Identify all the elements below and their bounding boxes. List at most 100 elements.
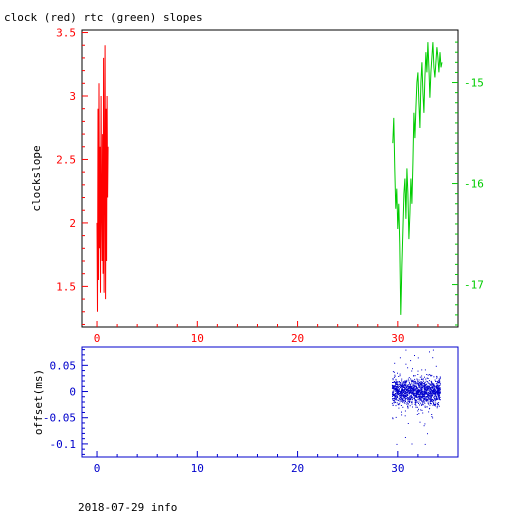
offset-point	[429, 400, 431, 402]
offset-point	[419, 397, 421, 399]
offset-point	[400, 394, 402, 396]
offset-point	[404, 437, 406, 438]
offset-point	[392, 393, 394, 394]
offset-point	[411, 383, 413, 385]
offset-point	[397, 392, 399, 394]
offset-point	[417, 398, 419, 400]
offset-point	[431, 398, 433, 400]
offset-point	[433, 376, 435, 378]
offset-plot-x-tick-label: 0	[94, 462, 101, 475]
offset-point	[437, 402, 439, 404]
offset-point	[437, 389, 439, 391]
offset-point	[401, 395, 403, 397]
offset-point	[393, 376, 395, 378]
offset-point	[402, 391, 404, 393]
offset-point	[424, 383, 426, 384]
offset-point	[435, 391, 437, 392]
offset-point	[426, 392, 428, 394]
offset-point	[417, 370, 419, 372]
offset-point	[421, 377, 423, 379]
offset-point	[392, 385, 394, 387]
offset-point	[401, 389, 403, 391]
offset-point	[421, 385, 423, 387]
offset-point	[405, 397, 407, 399]
offset-point	[414, 402, 416, 404]
offset-point	[393, 387, 395, 389]
offset-point	[405, 394, 407, 396]
offset-point	[405, 381, 407, 383]
offset-point	[424, 384, 426, 386]
offset-point	[436, 406, 438, 408]
offset-point	[396, 389, 398, 391]
offset-point	[393, 401, 395, 403]
offset-point	[401, 386, 403, 388]
offset-point	[404, 391, 406, 393]
offset-point	[400, 390, 402, 392]
offset-point	[416, 383, 418, 385]
offset-point	[407, 398, 409, 400]
offset-point	[423, 383, 425, 385]
offset-point	[439, 399, 441, 401]
offset-point	[408, 386, 410, 388]
offset-point	[430, 393, 432, 395]
offset-point	[400, 397, 402, 399]
offset-point	[434, 398, 436, 400]
offset-point	[403, 392, 405, 393]
offset-point	[424, 406, 426, 408]
offset-point	[410, 391, 412, 393]
offset-point	[409, 399, 411, 401]
offset-point	[424, 393, 426, 395]
offset-point	[411, 388, 413, 389]
offset-point	[418, 389, 420, 391]
offset-point	[416, 401, 418, 403]
offset-point	[412, 386, 414, 388]
offset-point	[391, 402, 393, 404]
offset-point	[395, 380, 397, 382]
slope-plot-y2-tick-label: -16	[464, 178, 484, 191]
offset-point	[421, 400, 423, 402]
offset-point	[414, 394, 416, 396]
offset-point	[411, 443, 413, 445]
offset-point	[430, 396, 432, 397]
offset-point	[395, 398, 397, 400]
offset-point	[413, 395, 415, 397]
offset-point	[401, 393, 403, 395]
offset-point	[403, 394, 405, 396]
offset-point	[403, 386, 405, 388]
offset-point	[414, 382, 416, 384]
offset-point	[424, 399, 426, 401]
offset-point	[412, 380, 414, 382]
offset-point	[415, 399, 417, 401]
offset-point	[424, 443, 426, 445]
offset-point	[393, 400, 395, 401]
offset-point	[432, 387, 434, 388]
offset-point	[419, 382, 421, 384]
offset-point	[402, 400, 404, 402]
offset-point	[438, 396, 440, 397]
offset-point	[403, 381, 405, 383]
offset-point	[421, 401, 423, 403]
offset-point	[416, 388, 418, 389]
offset-plot-y-tick-label: 0.05	[50, 359, 77, 372]
offset-point	[396, 388, 398, 390]
offset-point	[405, 349, 407, 351]
offset-point	[425, 386, 427, 388]
offset-point	[435, 402, 437, 404]
offset-point	[428, 397, 429, 399]
offset-point	[415, 386, 417, 387]
offset-point	[436, 381, 438, 383]
offset-point	[406, 399, 408, 401]
offset-point	[415, 401, 417, 403]
offset-point	[422, 402, 424, 404]
offset-point	[397, 387, 399, 389]
offset-point	[437, 393, 439, 395]
offset-point	[437, 387, 439, 389]
offset-point	[423, 398, 425, 400]
offset-point	[404, 387, 406, 389]
offset-point	[432, 393, 434, 395]
offset-point	[439, 377, 441, 379]
offset-point	[434, 392, 436, 394]
offset-point	[427, 394, 429, 396]
offset-point	[416, 378, 418, 380]
offset-point	[432, 417, 434, 419]
